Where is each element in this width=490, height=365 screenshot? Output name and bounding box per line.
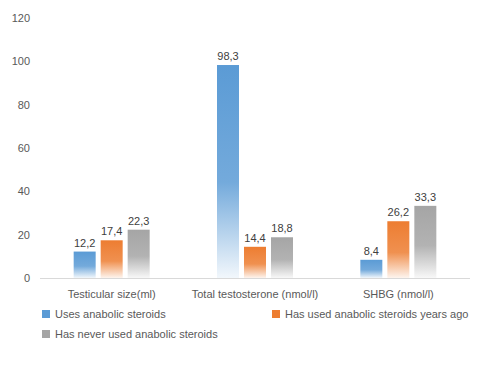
x-axis-line bbox=[40, 278, 470, 279]
legend-label: Uses anabolic steroids bbox=[55, 308, 166, 320]
legend: Uses anabolic steroids Has used anabolic … bbox=[42, 308, 468, 340]
bar bbox=[217, 65, 239, 278]
legend-swatch bbox=[272, 310, 280, 318]
y-tick-label: 40 bbox=[18, 185, 30, 197]
bar bbox=[414, 206, 436, 278]
chart-container: 0 20 40 60 80 100 120 12,2 17,4 22,3 98,3 14,4 18,8 8… bbox=[0, 0, 490, 365]
y-tick-label: 80 bbox=[18, 99, 30, 111]
category-label: Total testosterone (nmol/l) bbox=[192, 288, 319, 300]
category-label: SHBG (nmol/l) bbox=[363, 288, 434, 300]
data-labels: 12,2 17,4 22,3 98,3 14,4 18,8 8,4 26,2 33,3 bbox=[74, 50, 436, 257]
data-label: 12,2 bbox=[74, 237, 95, 249]
bar bbox=[271, 237, 293, 278]
data-label: 8,4 bbox=[364, 245, 379, 257]
category-label: Testicular size(ml) bbox=[68, 288, 156, 300]
data-label: 17,4 bbox=[101, 225, 122, 237]
chart-svg: 0 20 40 60 80 100 120 12,2 17,4 22,3 98,3 14,4 18,8 8… bbox=[0, 0, 490, 365]
bar bbox=[244, 247, 266, 278]
data-label: 33,3 bbox=[415, 191, 436, 203]
bar bbox=[128, 230, 150, 278]
data-label: 98,3 bbox=[217, 50, 238, 62]
bar bbox=[387, 221, 409, 278]
legend-label: Has used anabolic steroids years ago bbox=[285, 308, 468, 320]
legend-swatch bbox=[42, 330, 50, 338]
legend-label: Has never used anabolic steroids bbox=[55, 328, 218, 340]
bar bbox=[360, 260, 382, 278]
bar bbox=[101, 240, 123, 278]
data-label: 18,8 bbox=[271, 222, 292, 234]
y-tick-label: 120 bbox=[12, 12, 30, 24]
y-tick-label: 0 bbox=[24, 272, 30, 284]
data-label: 26,2 bbox=[388, 206, 409, 218]
legend-swatch bbox=[42, 310, 50, 318]
y-tick-label: 100 bbox=[12, 55, 30, 67]
data-label: 22,3 bbox=[128, 215, 149, 227]
data-label: 14,4 bbox=[244, 232, 265, 244]
bar bbox=[74, 252, 96, 278]
y-tick-label: 20 bbox=[18, 229, 30, 241]
bars bbox=[74, 65, 437, 278]
y-tick-label: 60 bbox=[18, 142, 30, 154]
